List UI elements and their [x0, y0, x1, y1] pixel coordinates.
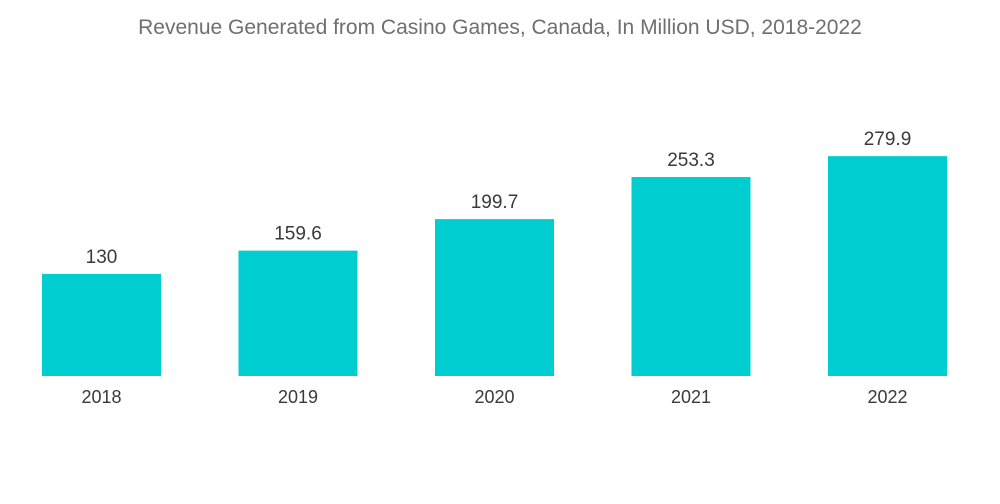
bar-2020 — [435, 219, 554, 376]
bar-2021 — [631, 177, 751, 376]
value-labels-group: 130 159.6 199.7 253.3 279.9 — [86, 129, 912, 268]
x-tick-label-2021: 2021 — [671, 387, 711, 407]
value-label-2019: 159.6 — [274, 224, 322, 245]
bar-2018 — [42, 273, 161, 376]
x-tick-label-2019: 2019 — [278, 387, 318, 407]
x-tick-label-2022: 2022 — [867, 387, 907, 407]
bar-2019 — [238, 250, 358, 376]
chart-title: Revenue Generated from Casino Games, Can… — [138, 16, 862, 39]
value-label-2021: 253.3 — [667, 150, 715, 171]
x-tick-label-2020: 2020 — [474, 387, 514, 407]
bars-group — [42, 156, 947, 376]
x-tick-label-2018: 2018 — [81, 387, 121, 407]
value-label-2022: 279.9 — [864, 129, 912, 150]
bar-2022 — [828, 156, 947, 376]
value-label-2020: 199.7 — [471, 192, 519, 213]
x-axis-tick-labels: 2018 2019 2020 2021 2022 — [81, 387, 907, 407]
value-label-2018: 130 — [86, 247, 118, 268]
